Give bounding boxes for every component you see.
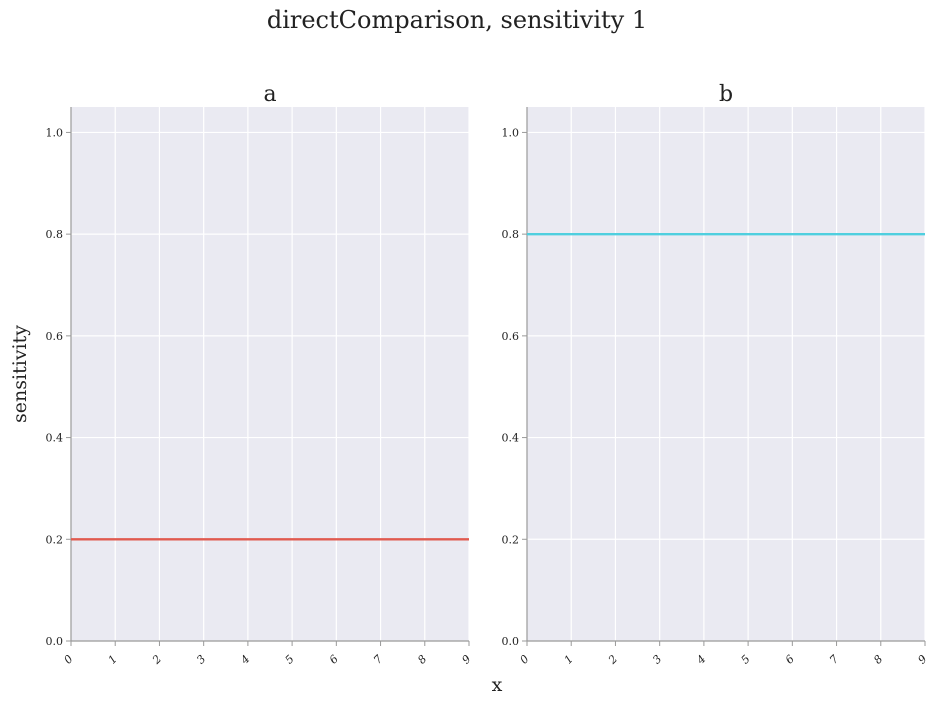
panel-b: 0.0 0.2 0.4 0.6 0.8 1.0 0 1 2 3 4 5 6 7 8 9 b [502, 82, 930, 667]
y-tick-label: 0.6 [502, 330, 520, 343]
panels: 0.00.20.40.60.81.00 1 2 3 4 5 6 7 8 9a0.00.20.40.… [46, 82, 930, 667]
x-tick-label: 7 [827, 652, 841, 666]
x-tick-label: 3 [650, 652, 664, 666]
x-tick-label: 4 [694, 652, 709, 667]
y-tick-label: 1.0 [46, 126, 64, 139]
plot-area [71, 107, 469, 641]
x-tick-label: 8 [871, 652, 885, 666]
x-tick-label: 0 [61, 652, 75, 666]
x-tick-label: 5 [739, 652, 753, 666]
x-tick-label: 7 [371, 652, 385, 666]
plot-area [527, 107, 925, 641]
x-tick-label: 9 [459, 652, 473, 666]
y-tick-label: 0.2 [46, 533, 64, 546]
x-tick-label: 1 [106, 652, 120, 666]
x-tick-label: 1 [562, 652, 576, 666]
x-tick-label: 3 [194, 652, 208, 666]
x-tick-label: 6 [327, 652, 341, 666]
panel-a: 0.0 0.2 0.4 0.6 0.8 1.0 0 1 2 3 4 5 6 7 8 9 a [46, 82, 474, 667]
y-tick-label: 1.0 [502, 126, 520, 139]
x-tick-label: 5 [283, 652, 297, 666]
x-tick-label: 6 [783, 652, 797, 666]
x-tick-label: 8 [415, 652, 429, 666]
y-tick-label: 0.0 [502, 635, 520, 648]
y-tick-label: 0.4 [46, 432, 64, 445]
panel-title: b [719, 82, 733, 107]
figure-title: directComparison, sensitivity 1 [267, 6, 647, 34]
y-tick-label: 0.4 [502, 432, 520, 445]
panel-title: a [263, 82, 276, 107]
y-axis-label: sensitivity [9, 325, 31, 423]
x-tick-label: 9 [915, 652, 929, 666]
x-tick-label: 2 [605, 652, 620, 667]
y-tick-label: 0.0 [46, 635, 64, 648]
y-tick-label: 0.6 [46, 330, 64, 343]
x-axis-label: x [492, 674, 503, 696]
y-tick-label: 0.2 [502, 533, 520, 546]
y-tick-label: 0.8 [46, 228, 64, 241]
x-tick-label: 4 [238, 652, 253, 667]
x-tick-label: 2 [149, 652, 164, 667]
y-tick-label: 0.8 [502, 228, 520, 241]
x-tick-label: 0 [517, 652, 531, 666]
